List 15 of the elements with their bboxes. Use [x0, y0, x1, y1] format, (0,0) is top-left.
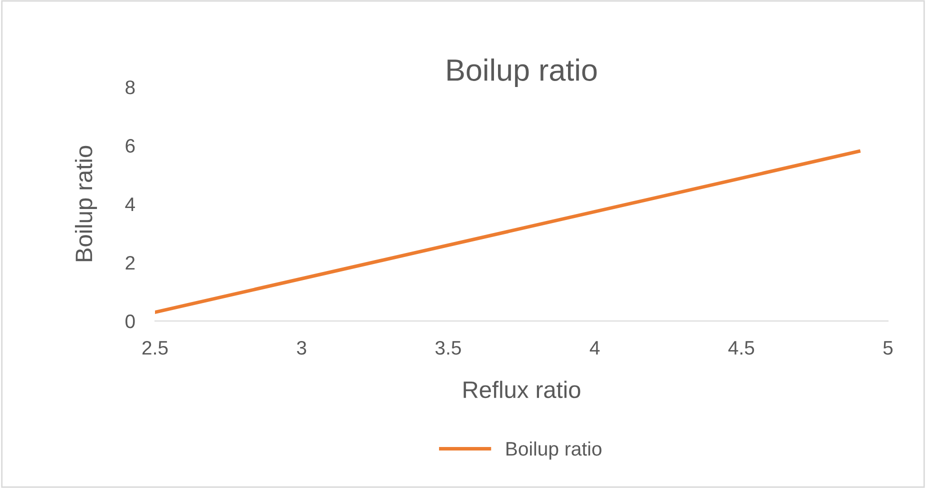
y-tick-label: 0 — [126, 314, 135, 328]
x-tick-label: 5 — [883, 341, 893, 355]
legend-label: Boilup ratio — [506, 441, 602, 460]
x-tick-label: 2.5 — [142, 340, 168, 355]
x-tick-label: 4.5 — [728, 341, 754, 355]
y-tick-label: 2 — [126, 256, 135, 270]
x-axis-title: Reflux ratio — [464, 380, 580, 398]
x-tick-label: 4 — [590, 341, 600, 355]
x-tick-label: 3.5 — [435, 340, 461, 355]
y-tick-label: 4 — [125, 198, 135, 212]
y-tick-label: 8 — [126, 80, 135, 94]
chart-title: Boilup ratio — [448, 58, 597, 87]
y-tick-label: 6 — [126, 138, 135, 153]
x-tick-label: 3 — [296, 340, 306, 355]
y-axis-title: Boilup ratio — [74, 146, 97, 262]
